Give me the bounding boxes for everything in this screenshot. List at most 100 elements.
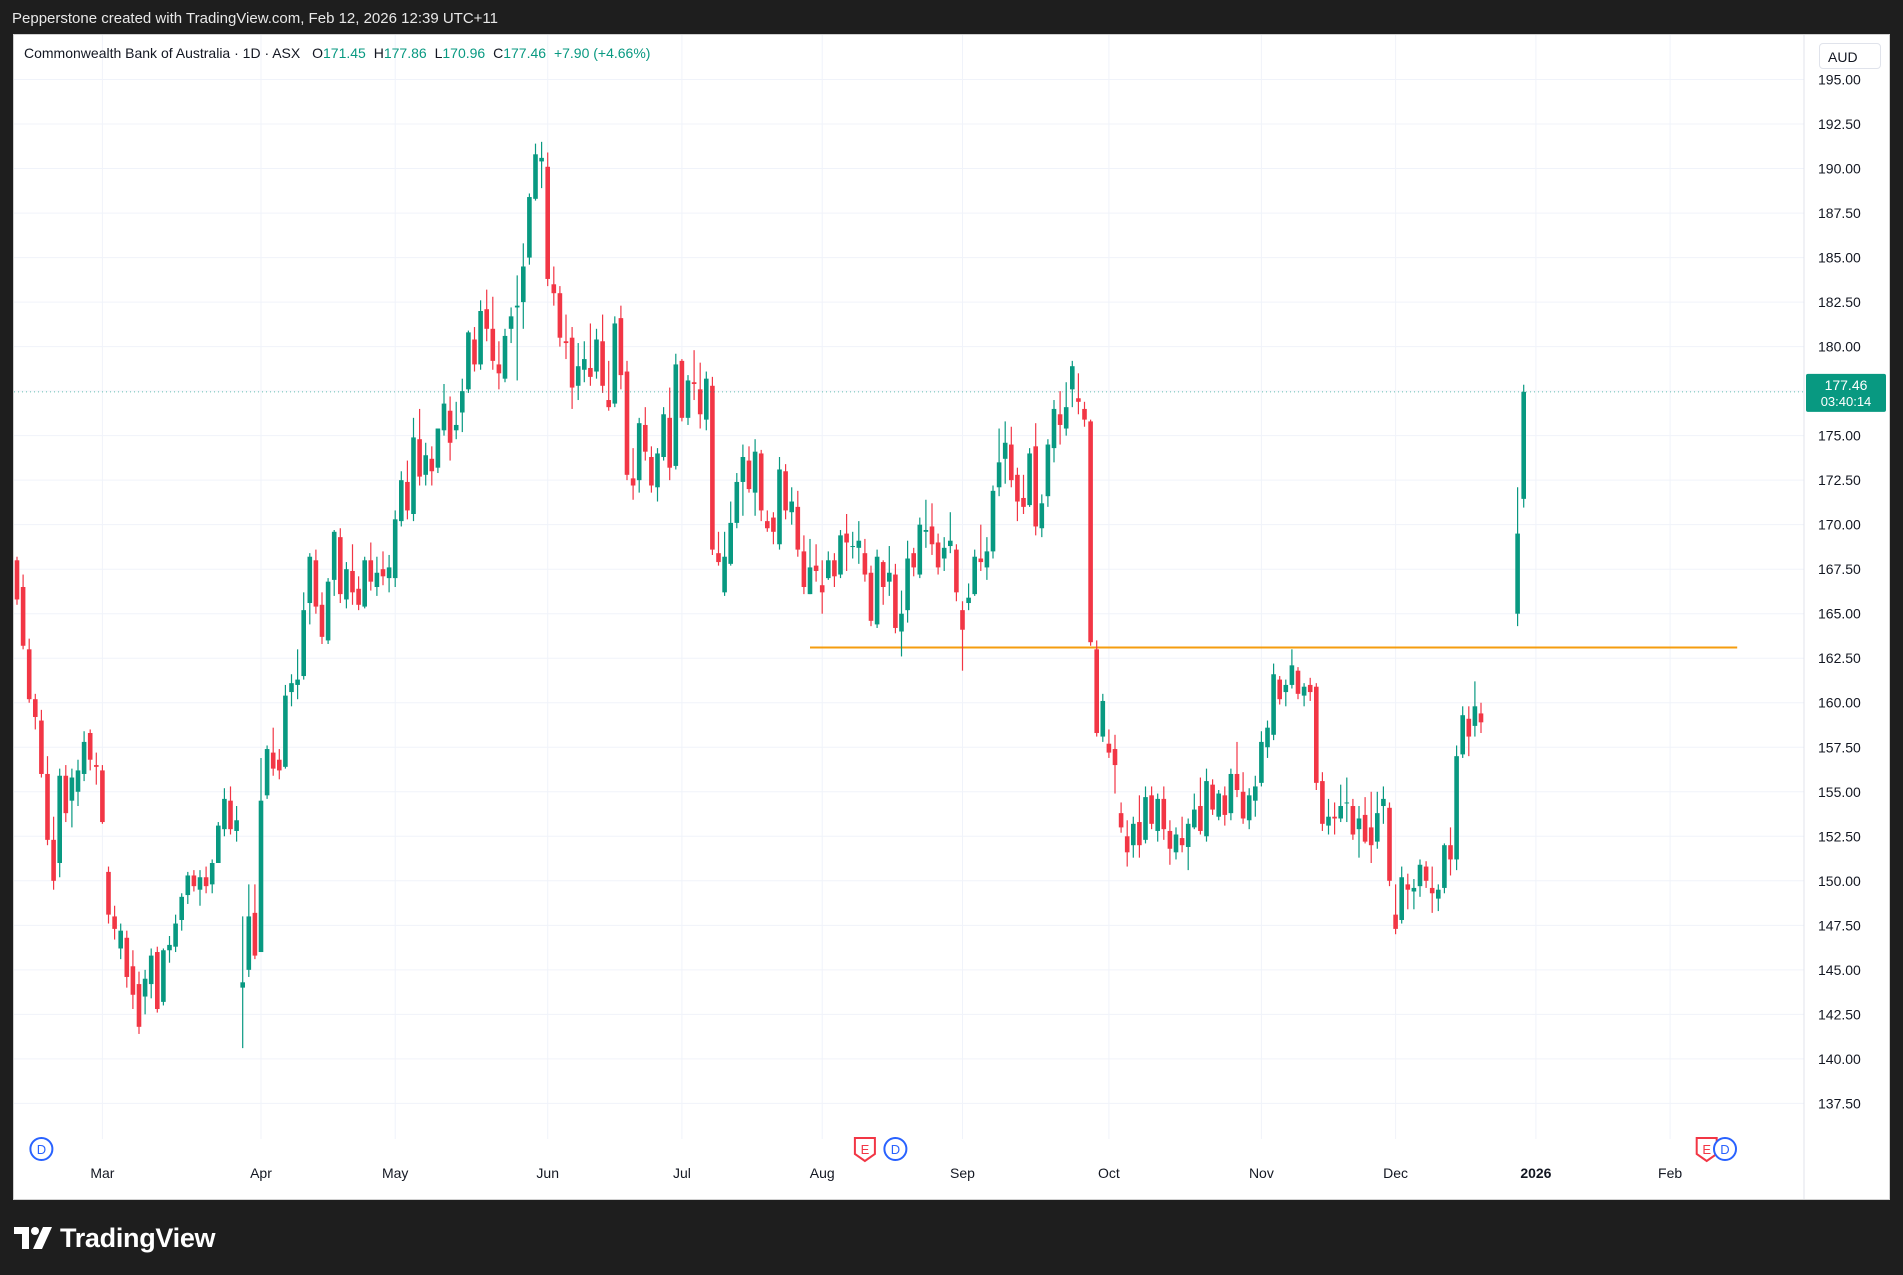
candle-up[interactable] [283,695,288,767]
candle-up[interactable] [1399,877,1404,920]
candle-down[interactable] [1234,773,1240,790]
candle-up[interactable] [673,364,679,466]
candle-down[interactable] [691,382,697,385]
candle-up[interactable] [923,530,929,532]
candle-down[interactable] [1198,806,1203,831]
candle-down[interactable] [1033,446,1038,527]
candle-up[interactable] [874,556,880,625]
candle-up[interactable] [1356,818,1362,830]
candle-up[interactable] [575,366,581,386]
candle-down[interactable] [832,560,837,577]
candle-down[interactable] [630,478,636,486]
candle-up[interactable] [81,741,87,774]
candle-up[interactable] [325,581,331,641]
candle-up[interactable] [990,490,996,552]
candle-up[interactable] [1271,674,1276,735]
candle-down[interactable] [1076,398,1081,402]
candle-up[interactable] [289,683,294,693]
candle-down[interactable] [563,341,569,344]
candle-up[interactable] [1265,727,1270,748]
candle-up[interactable] [392,519,398,579]
candle-up[interactable] [173,923,178,947]
candle-up[interactable] [502,335,508,379]
candle-down[interactable] [350,570,355,593]
candle-down[interactable] [484,309,489,329]
candle-up[interactable] [246,916,252,970]
candle-down[interactable] [1149,795,1154,824]
candle-down[interactable] [26,649,32,700]
candle-down[interactable] [569,337,575,388]
candle-up[interactable] [1027,453,1032,506]
candle-down[interactable] [911,553,916,568]
candle-up[interactable] [179,896,184,920]
candle-down[interactable] [1320,781,1325,824]
candle-down[interactable] [368,560,374,582]
candle-down[interactable] [929,526,935,545]
candle-down[interactable] [1179,838,1185,846]
candle-down[interactable] [697,389,703,415]
candle-down[interactable] [1314,686,1319,783]
candle-up[interactable] [453,424,459,431]
candle-up[interactable] [75,770,81,792]
candle-down[interactable] [667,417,672,468]
candle-down[interactable] [935,542,941,568]
candle-down[interactable] [758,453,764,511]
candle-down[interactable] [51,839,56,881]
candle-up[interactable] [1131,823,1136,846]
candle-up[interactable] [1411,887,1417,892]
candle-down[interactable] [1167,830,1173,849]
candle-up[interactable] [887,572,892,582]
candle-down[interactable] [14,560,20,600]
candle-down[interactable] [978,558,984,563]
candle-down[interactable] [716,553,721,563]
candle-up[interactable] [661,414,666,458]
candle-down[interactable] [45,773,50,840]
candle-up[interactable] [1472,706,1478,726]
candle-down[interactable] [277,759,282,771]
candle-up[interactable] [1155,798,1160,831]
candle-down[interactable] [106,871,111,915]
candle-down[interactable] [356,588,361,605]
candle-up[interactable] [807,567,813,595]
candle-down[interactable] [490,328,496,361]
candlestick-chart[interactable]: 137.50 140.00 142.50 145.00 147.50 150.00 152.… [14,35,1889,1199]
candle-up[interactable] [435,428,441,468]
currency-button[interactable]: AUD [1819,43,1881,69]
candle-down[interactable] [87,733,93,760]
candle-down[interactable] [94,765,99,767]
candle-up[interactable] [69,777,75,801]
candle-up[interactable] [185,875,191,896]
candle-down[interactable] [1210,784,1215,810]
candle-down[interactable] [1350,806,1356,835]
candle-down[interactable] [1368,827,1374,846]
candle-down[interactable] [545,166,550,279]
candle-down[interactable] [960,610,965,630]
candle-up[interactable] [234,820,239,831]
candle-up[interactable] [1100,700,1106,737]
candle-up[interactable] [752,451,758,493]
candle-up[interactable] [521,266,526,303]
candle-down[interactable] [1478,713,1484,723]
candle-up[interactable] [1228,773,1234,814]
candle-down[interactable] [765,521,770,529]
candle-up[interactable] [740,457,746,482]
candle-down[interactable] [893,574,898,628]
candle-down[interactable] [313,560,319,607]
candle-up[interactable] [374,572,380,587]
candle-down[interactable] [380,569,386,577]
candle-down[interactable] [1387,807,1392,881]
candle-up[interactable] [789,501,794,513]
candle-up[interactable] [941,547,947,559]
candle-up[interactable] [362,560,367,607]
candle-down[interactable] [801,551,807,587]
candle-down[interactable] [496,364,502,374]
candle-up[interactable] [258,800,264,953]
candle-up[interactable] [1173,834,1179,853]
candle-up[interactable] [1185,823,1191,847]
candle-down[interactable] [33,699,38,717]
earnings-event-icon[interactable] [1695,1137,1718,1163]
candle-up[interactable] [1070,366,1075,390]
candle-up[interactable] [197,877,203,890]
candle-down[interactable] [228,800,233,830]
candle-up[interactable] [826,560,831,579]
